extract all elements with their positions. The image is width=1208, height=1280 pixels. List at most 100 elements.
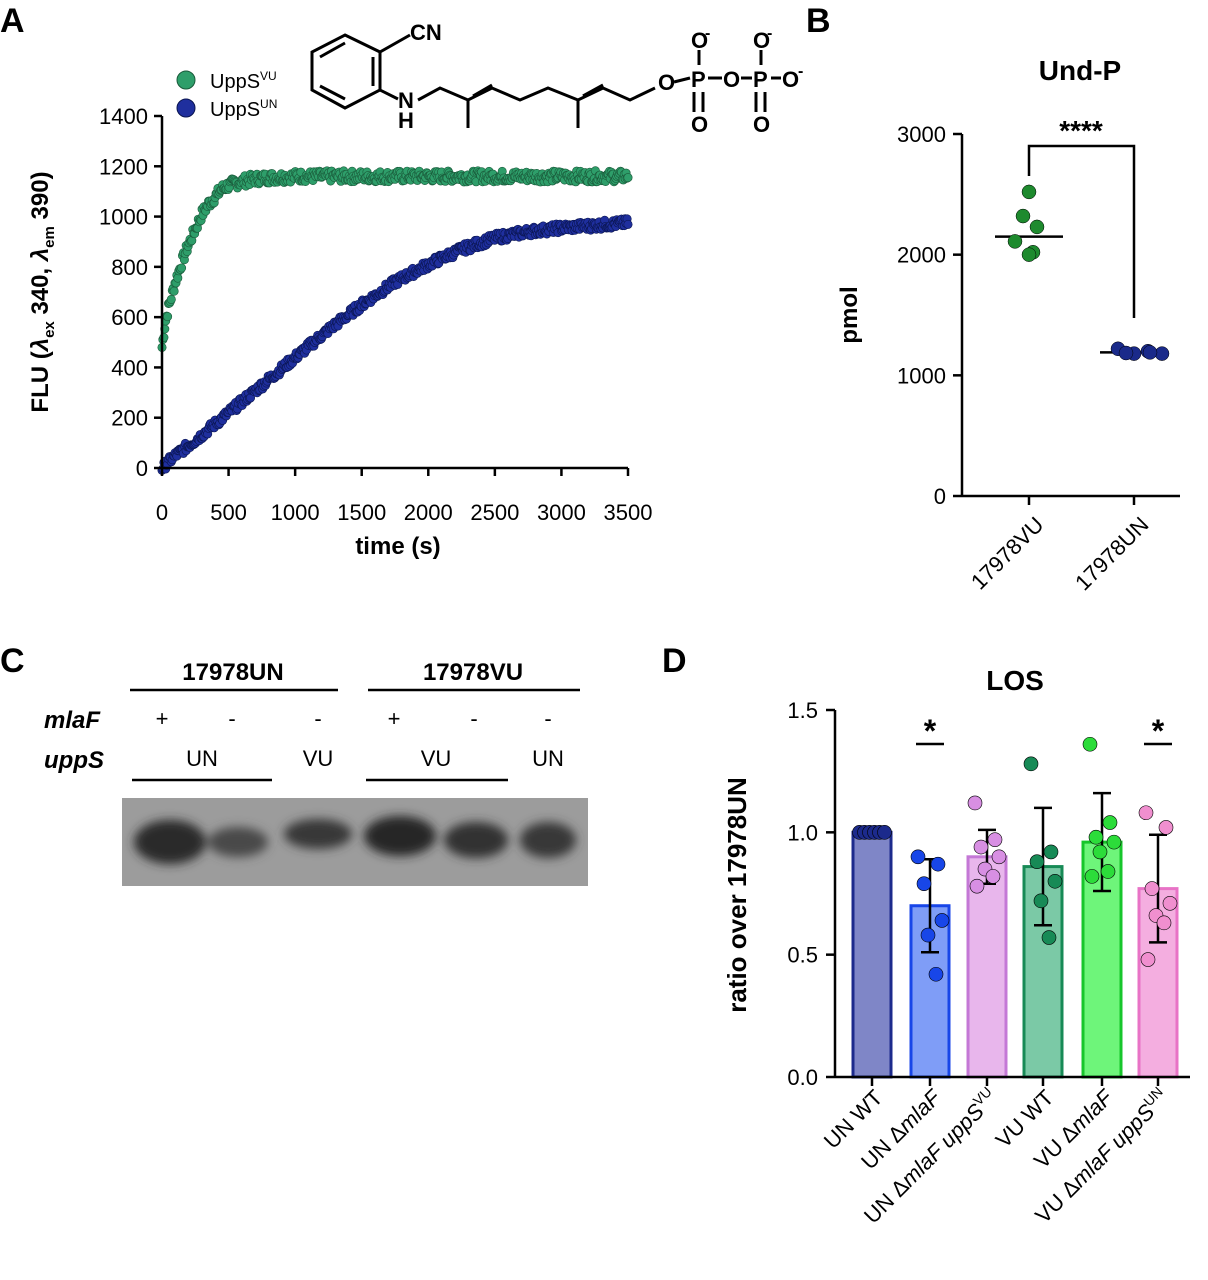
data-point-b — [1015, 208, 1031, 224]
data-point-d — [916, 876, 932, 892]
data-point-d — [1106, 834, 1122, 850]
y-tick-label-d: 1.0 — [787, 820, 818, 845]
panel-b-label: B — [806, 2, 831, 40]
o-label: O — [658, 70, 675, 95]
data-point-d — [930, 856, 946, 872]
x-tick-label-b: 17978VU — [966, 512, 1049, 595]
panel-a: A CN N H — [0, 2, 803, 560]
gel-band — [284, 819, 352, 849]
panel-d-label: D — [662, 642, 687, 680]
row-label-upps: uppS — [44, 747, 104, 774]
mlaf-marker: - — [314, 706, 321, 731]
data-point-b — [1029, 219, 1045, 235]
data-point-d — [987, 832, 1003, 847]
mlaf-markers: + - - + - - — [156, 706, 552, 731]
significance-stars-b: **** — [1059, 115, 1103, 146]
title-d: LOS — [986, 665, 1044, 696]
x-tick-label-a: 2000 — [404, 500, 453, 525]
ticks-a: 0 500 1000 1500 2000 2500 3000 3500 0 200 400 600 80… — [99, 104, 652, 525]
charge-label: - — [798, 63, 803, 80]
panel-a-label: A — [0, 2, 25, 40]
ring-double-bond — [319, 84, 346, 101]
charge-label: - — [767, 25, 772, 42]
group-label-un: 17978UN — [182, 659, 283, 686]
data-point-d — [920, 927, 936, 943]
x-tick-label-b: 17978UN — [1070, 512, 1153, 595]
gel-band — [134, 820, 206, 864]
y-tick-label-b: 1000 — [897, 363, 946, 388]
data-point-b — [1021, 247, 1037, 262]
y-tick-label-a: 1200 — [99, 154, 148, 179]
gel-band — [208, 827, 268, 857]
y-tick-label-a: 1400 — [99, 104, 148, 129]
legend-marker-un — [176, 98, 196, 118]
x-tick-label-a: 2500 — [470, 500, 519, 525]
data-point-d — [1043, 844, 1059, 860]
data-point-d — [985, 869, 1001, 884]
plot-a — [157, 166, 633, 475]
data-point-d — [1029, 854, 1045, 869]
data-point-d — [1144, 881, 1160, 896]
gel-band — [520, 822, 576, 858]
p-label: P — [691, 67, 706, 92]
data-point-d — [1100, 864, 1116, 879]
upps-label: UN — [186, 746, 218, 771]
data-point-d — [973, 839, 989, 855]
data-point-vu — [169, 286, 179, 296]
data-point-d — [1140, 952, 1156, 967]
title-b: Und-P — [1039, 55, 1121, 86]
data-point-d — [1162, 895, 1178, 911]
mlaf-marker: + — [156, 706, 169, 731]
upps-label: VU — [421, 746, 452, 771]
data-point-d — [1023, 756, 1039, 772]
group-label-vu: 17978VU — [423, 659, 523, 686]
data-point-d — [910, 849, 926, 865]
data-point-d — [1084, 869, 1100, 884]
mlaf-marker: - — [544, 706, 551, 731]
plot-d: * * — [851, 713, 1179, 1079]
x-tick-label-a: 500 — [210, 500, 247, 525]
mlaf-marker: + — [388, 706, 401, 731]
data-point-d — [1092, 844, 1108, 860]
data-point-d — [1158, 820, 1174, 835]
data-point-d — [1102, 815, 1118, 830]
y-axis-label-a: FLU (λex 340, λem 390) — [27, 171, 58, 412]
chemical-structure — [310, 33, 781, 128]
chemical-labels: CN N H O P O P O O O O O - - - — [398, 20, 803, 137]
data-point-b — [1021, 184, 1037, 200]
x-axis-label-a: time (s) — [355, 533, 440, 560]
cn-bond — [379, 33, 411, 54]
o-label: O — [723, 67, 740, 92]
cn-label: CN — [410, 20, 442, 45]
gel-bands — [134, 816, 576, 864]
data-point-d — [928, 966, 944, 982]
y-tick-label-b: 3000 — [897, 122, 946, 147]
data-point-d — [967, 795, 983, 811]
panel-b: B Und-P 0 1000 2000 3000 17978VU 17978UN ****… — [806, 2, 1180, 595]
chain-double-bond-2 — [582, 83, 604, 98]
gel-band — [444, 822, 508, 858]
significance-star-d: * — [1152, 713, 1165, 749]
o-label: O — [782, 67, 799, 92]
significance-bracket-b — [1027, 144, 1136, 318]
data-point-vu — [163, 312, 173, 322]
upps-label: VU — [303, 746, 334, 771]
y-tick-label-a: 600 — [111, 305, 148, 330]
data-point-d — [1047, 873, 1063, 889]
data-point-un — [623, 219, 633, 229]
nh-bond — [379, 88, 399, 101]
panel-c: C 17978UN 17978VU mlaF uppS + - - + - - UN VU… — [0, 642, 588, 886]
x-tick-label-a: 1000 — [271, 500, 320, 525]
y-tick-label-d: 0.5 — [787, 943, 818, 968]
o-label: O — [691, 112, 708, 137]
y-tick-label-a: 200 — [111, 406, 148, 431]
benzene-ring — [310, 33, 382, 110]
x-tick-label-a: 0 — [156, 500, 168, 525]
y-tick-label-d: 0.0 — [787, 1065, 818, 1090]
data-point-b — [1118, 345, 1134, 361]
data-point-vu — [177, 263, 187, 273]
plot-b — [995, 184, 1170, 361]
data-point-vu — [623, 173, 633, 183]
y-tick-label-b: 2000 — [897, 243, 946, 268]
